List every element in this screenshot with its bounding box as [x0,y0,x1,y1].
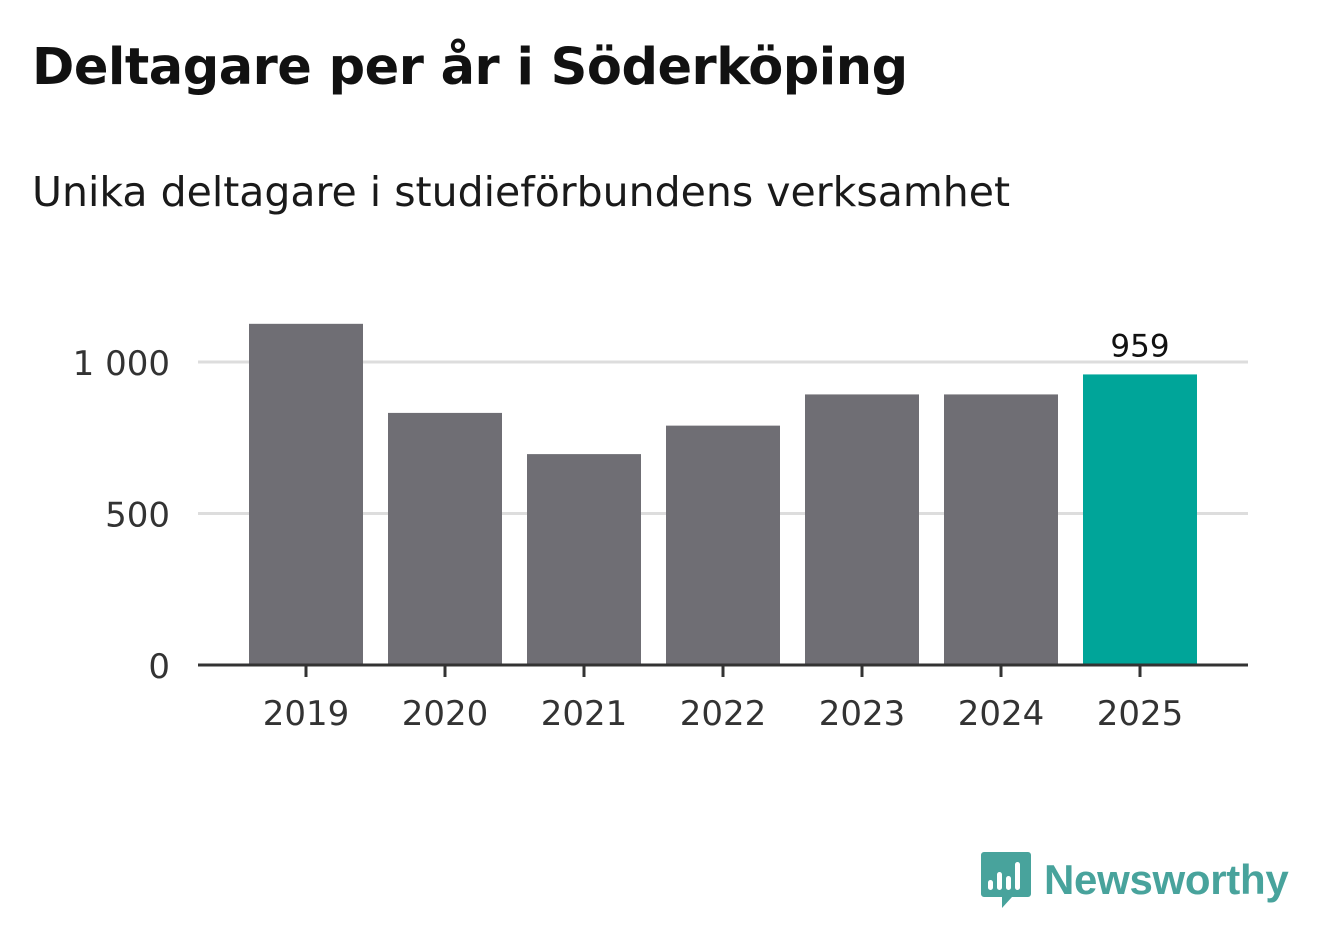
x-tick-label: 2022 [680,694,767,734]
x-tick-label: 2021 [541,694,628,734]
y-tick-label: 0 [148,647,170,687]
chart-title: Deltagare per år i Söderköping [32,38,908,97]
bar [527,454,641,665]
x-tick-label: 2024 [958,694,1045,734]
x-tick-label: 2023 [819,694,906,734]
bar [388,412,502,665]
chart-subtitle: Unika deltagare i studieförbundens verks… [32,168,1011,216]
brand-logo: Newsworthy [980,850,1289,910]
x-tick-label: 2025 [1097,694,1184,734]
bar-chart-speech-bubble-icon [981,852,1031,908]
bar [1083,374,1197,665]
y-tick-label: 500 [105,496,170,536]
x-tick-label: 2019 [263,694,350,734]
bar [805,394,919,665]
x-tick-label: 2020 [402,694,489,734]
bar [666,425,780,665]
data-label: 959 [1110,328,1169,364]
bar [249,323,363,665]
brand-name: Newsworthy [1044,856,1289,903]
y-tick-label: 1 000 [73,344,170,384]
bar [944,394,1058,665]
